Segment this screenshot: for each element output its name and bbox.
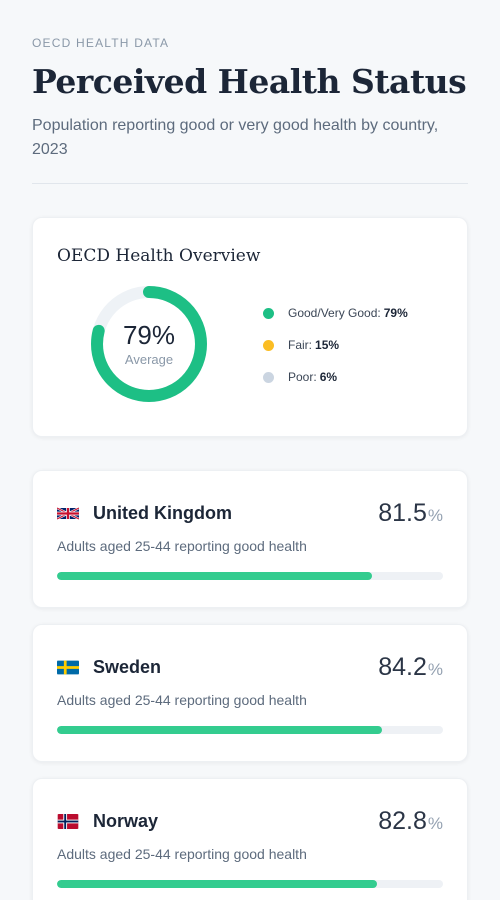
page-subtitle: Population reporting good or very good h… bbox=[32, 116, 439, 159]
legend-dot-icon bbox=[263, 371, 274, 383]
country-value-number: 81.5 bbox=[378, 499, 427, 528]
norway-flag-icon bbox=[57, 813, 79, 829]
progress-track bbox=[57, 726, 443, 735]
divider bbox=[32, 183, 468, 185]
progress-bar-fill bbox=[57, 880, 377, 889]
progress-track bbox=[57, 880, 443, 889]
legend-value: 15% bbox=[315, 338, 340, 353]
country-value-number: 82.8 bbox=[378, 807, 427, 836]
country-value-unit: % bbox=[427, 660, 443, 680]
country-value: 84.2% bbox=[378, 653, 443, 682]
overview-card: OECD Health Overview 79% Average Good/Ve… bbox=[32, 217, 468, 438]
country-value: 81.5% bbox=[378, 499, 443, 528]
donut-slice-good bbox=[91, 286, 207, 403]
country-name: United Kingdom bbox=[93, 502, 232, 523]
uk-flag-icon bbox=[57, 506, 79, 521]
sweden-flag-icon bbox=[57, 660, 79, 675]
progress-bar-fill bbox=[57, 726, 382, 735]
legend-value: 79% bbox=[383, 306, 408, 321]
overview-title: OECD Health Overview bbox=[57, 246, 261, 267]
legend-label: Poor bbox=[288, 370, 314, 385]
donut-center-label: Average bbox=[124, 351, 174, 367]
donut-svg bbox=[91, 286, 207, 403]
legend-colon: : bbox=[377, 306, 381, 321]
legend-dot-icon bbox=[263, 339, 274, 351]
eyebrow-label: OECD HEALTH DATA bbox=[32, 36, 170, 50]
legend-colon: : bbox=[308, 338, 313, 353]
legend-item: Good/Very Good:79% bbox=[263, 304, 408, 322]
legend-label: Fair bbox=[288, 338, 309, 353]
legend-colon: : bbox=[313, 370, 317, 385]
progress-bar-fill bbox=[57, 572, 372, 581]
progress-track bbox=[57, 572, 443, 581]
legend-dot-icon bbox=[263, 307, 274, 319]
country-name: Sweden bbox=[93, 656, 162, 677]
country-card: Norway 82.8% Adults aged 25-44 reporting g… bbox=[32, 778, 468, 900]
country-list: United Kingdom 81.5% Adults aged 25-44 rep… bbox=[32, 470, 468, 900]
country-description: Adults aged 25-44 reporting good health bbox=[57, 846, 307, 863]
donut-legend: Good/Very Good:79% Fair:15% Poor:6% bbox=[263, 304, 408, 400]
page-title: Perceived Health Status bbox=[32, 62, 467, 101]
country-value-unit: % bbox=[427, 506, 443, 526]
country-name: Norway bbox=[93, 810, 159, 831]
donut-center-value: 79% bbox=[122, 320, 176, 351]
country-value-unit: % bbox=[427, 814, 443, 834]
donut-chart: 79% Average bbox=[89, 284, 209, 404]
country-description: Adults aged 25-44 reporting good health bbox=[57, 692, 307, 709]
country-card: Sweden 84.2% Adults aged 25-44 reporting g… bbox=[32, 624, 468, 763]
country-value-number: 84.2 bbox=[378, 653, 427, 682]
legend-value: 6% bbox=[319, 370, 338, 385]
country-card: United Kingdom 81.5% Adults aged 25-44 rep… bbox=[32, 470, 468, 609]
country-description: Adults aged 25-44 reporting good health bbox=[57, 538, 307, 555]
country-value: 82.8% bbox=[378, 807, 443, 836]
legend-item: Fair:15% bbox=[263, 336, 408, 354]
legend-label: Good/Very Good bbox=[288, 306, 378, 321]
legend-item: Poor:6% bbox=[263, 368, 408, 386]
